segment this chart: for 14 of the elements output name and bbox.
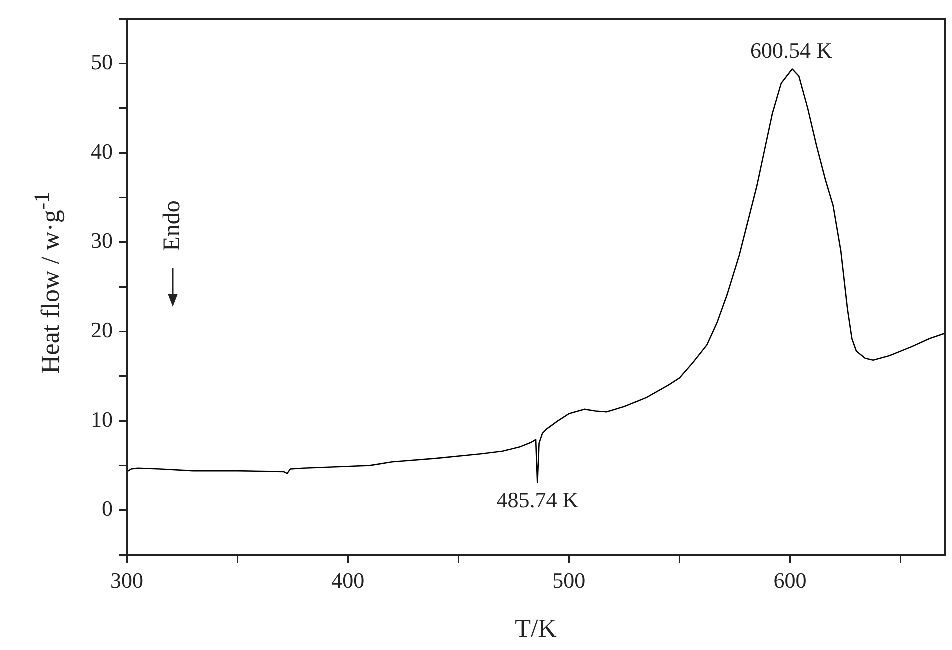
- annotation: Endo: [160, 200, 186, 252]
- x-tick-label: 400: [332, 568, 365, 593]
- annotation: 600.54 K: [750, 38, 832, 63]
- x-tick-label: 600: [774, 568, 807, 593]
- y-tick-label: 0: [102, 496, 113, 522]
- y-tick-label: 50: [91, 50, 113, 75]
- annotation: 485.74 K: [496, 487, 579, 512]
- x-tick-label: 300: [110, 568, 144, 593]
- x-axis-title: T/K: [515, 614, 558, 644]
- y-tick-label: 10: [91, 406, 113, 432]
- y-tick-label: 20: [91, 318, 113, 343]
- y-tick-label: 40: [91, 138, 113, 164]
- x-tick-label: 500: [552, 568, 586, 593]
- y-tick-label: 30: [91, 228, 113, 254]
